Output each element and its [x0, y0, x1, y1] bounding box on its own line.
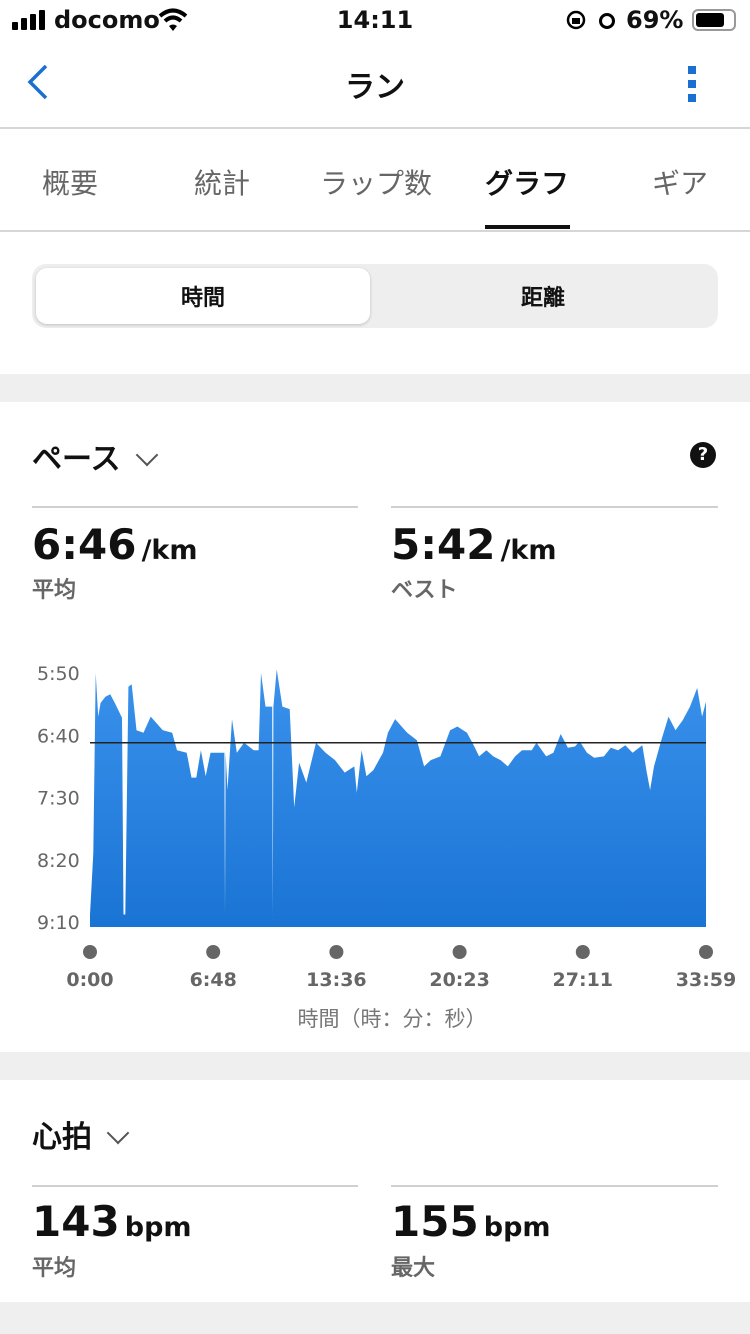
section-separator: [0, 1052, 750, 1080]
y-tick-label: 5:50: [37, 663, 80, 685]
x-tick-label: 6:48: [190, 969, 237, 991]
heart-max: 155 bpm: [391, 1197, 551, 1246]
back-chevron-icon[interactable]: [26, 64, 50, 100]
x-tick-dot: [83, 945, 97, 959]
divider: [391, 506, 718, 508]
kebab-menu-icon[interactable]: [686, 64, 700, 104]
section-separator: [0, 374, 750, 402]
pace-average: 6:46 /km: [32, 520, 198, 569]
x-tick-dot: [329, 945, 344, 959]
heart-average: 143 bpm: [32, 1197, 192, 1246]
x-tick-dot: [206, 945, 221, 959]
pace-chart: 5:50 6:40 7:30 8:20 9:10 0:00 6:48 13:36 20:23 2…: [37, 663, 736, 1031]
tab-laps[interactable]: ラップ数: [319, 167, 433, 200]
pace-best: 5:42 /km: [391, 520, 557, 569]
signal-icon: [12, 10, 45, 30]
x-tick-label: 0:00: [66, 969, 113, 991]
pace-title: ペース: [32, 442, 121, 477]
x-tick-label: 13:36: [306, 969, 366, 991]
y-tick-label: 8:20: [37, 850, 80, 872]
x-tick-dot: [699, 945, 713, 959]
divider: [0, 230, 750, 232]
x-tick-label: 27:11: [553, 969, 613, 991]
divider: [391, 1185, 718, 1187]
y-tick-label: 9:10: [37, 912, 80, 934]
segment-distance[interactable]: 距離: [520, 286, 565, 311]
carrier: docomo: [54, 6, 160, 34]
battery-percent: 69%: [626, 6, 684, 34]
x-axis-title: 時間（時：分：秒）: [298, 1007, 487, 1031]
pace-best-label: ベスト: [391, 578, 458, 603]
y-tick-label: 7:30: [37, 788, 80, 810]
clock: 14:11: [336, 6, 414, 34]
x-tick-label: 20:23: [429, 969, 489, 991]
heart-title: 心拍: [32, 1120, 92, 1155]
x-tick-dot: [575, 945, 590, 959]
pace-metric-selector[interactable]: ペース: [32, 434, 158, 478]
heart-max-label: 最大: [391, 1256, 436, 1281]
section-separator: [0, 1302, 750, 1334]
battery-icon: [692, 9, 736, 31]
status-bar: docomo 14:11 69%: [0, 0, 750, 40]
tab-overview[interactable]: 概要: [41, 167, 99, 200]
tab-stats[interactable]: 統計: [193, 167, 251, 200]
y-tick-label: 6:40: [37, 725, 80, 747]
page-title: ラン: [345, 70, 405, 105]
wifi-icon: [158, 8, 188, 31]
heart-average-label: 平均: [32, 1256, 77, 1281]
divider: [0, 127, 750, 129]
pace-average-label: 平均: [32, 578, 77, 603]
help-icon[interactable]: ?: [690, 442, 716, 468]
tab-gear[interactable]: ギア: [651, 167, 709, 200]
x-tick-dot: [452, 945, 467, 959]
x-tick-label: 33:59: [676, 969, 736, 991]
rotation-lock-alarm-icons: [566, 10, 615, 30]
chevron-down-icon: [106, 1121, 130, 1145]
chevron-down-icon: [135, 443, 158, 467]
segment-time[interactable]: 時間: [36, 268, 370, 324]
divider: [32, 506, 358, 508]
divider: [32, 1185, 358, 1187]
time-distance-toggle: 時間 距離: [32, 264, 718, 328]
active-tab-indicator: [485, 225, 570, 229]
heart-metric-selector[interactable]: 心拍: [32, 1112, 130, 1156]
tab-graph[interactable]: グラフ: [484, 167, 570, 200]
pace-area: [90, 669, 706, 927]
